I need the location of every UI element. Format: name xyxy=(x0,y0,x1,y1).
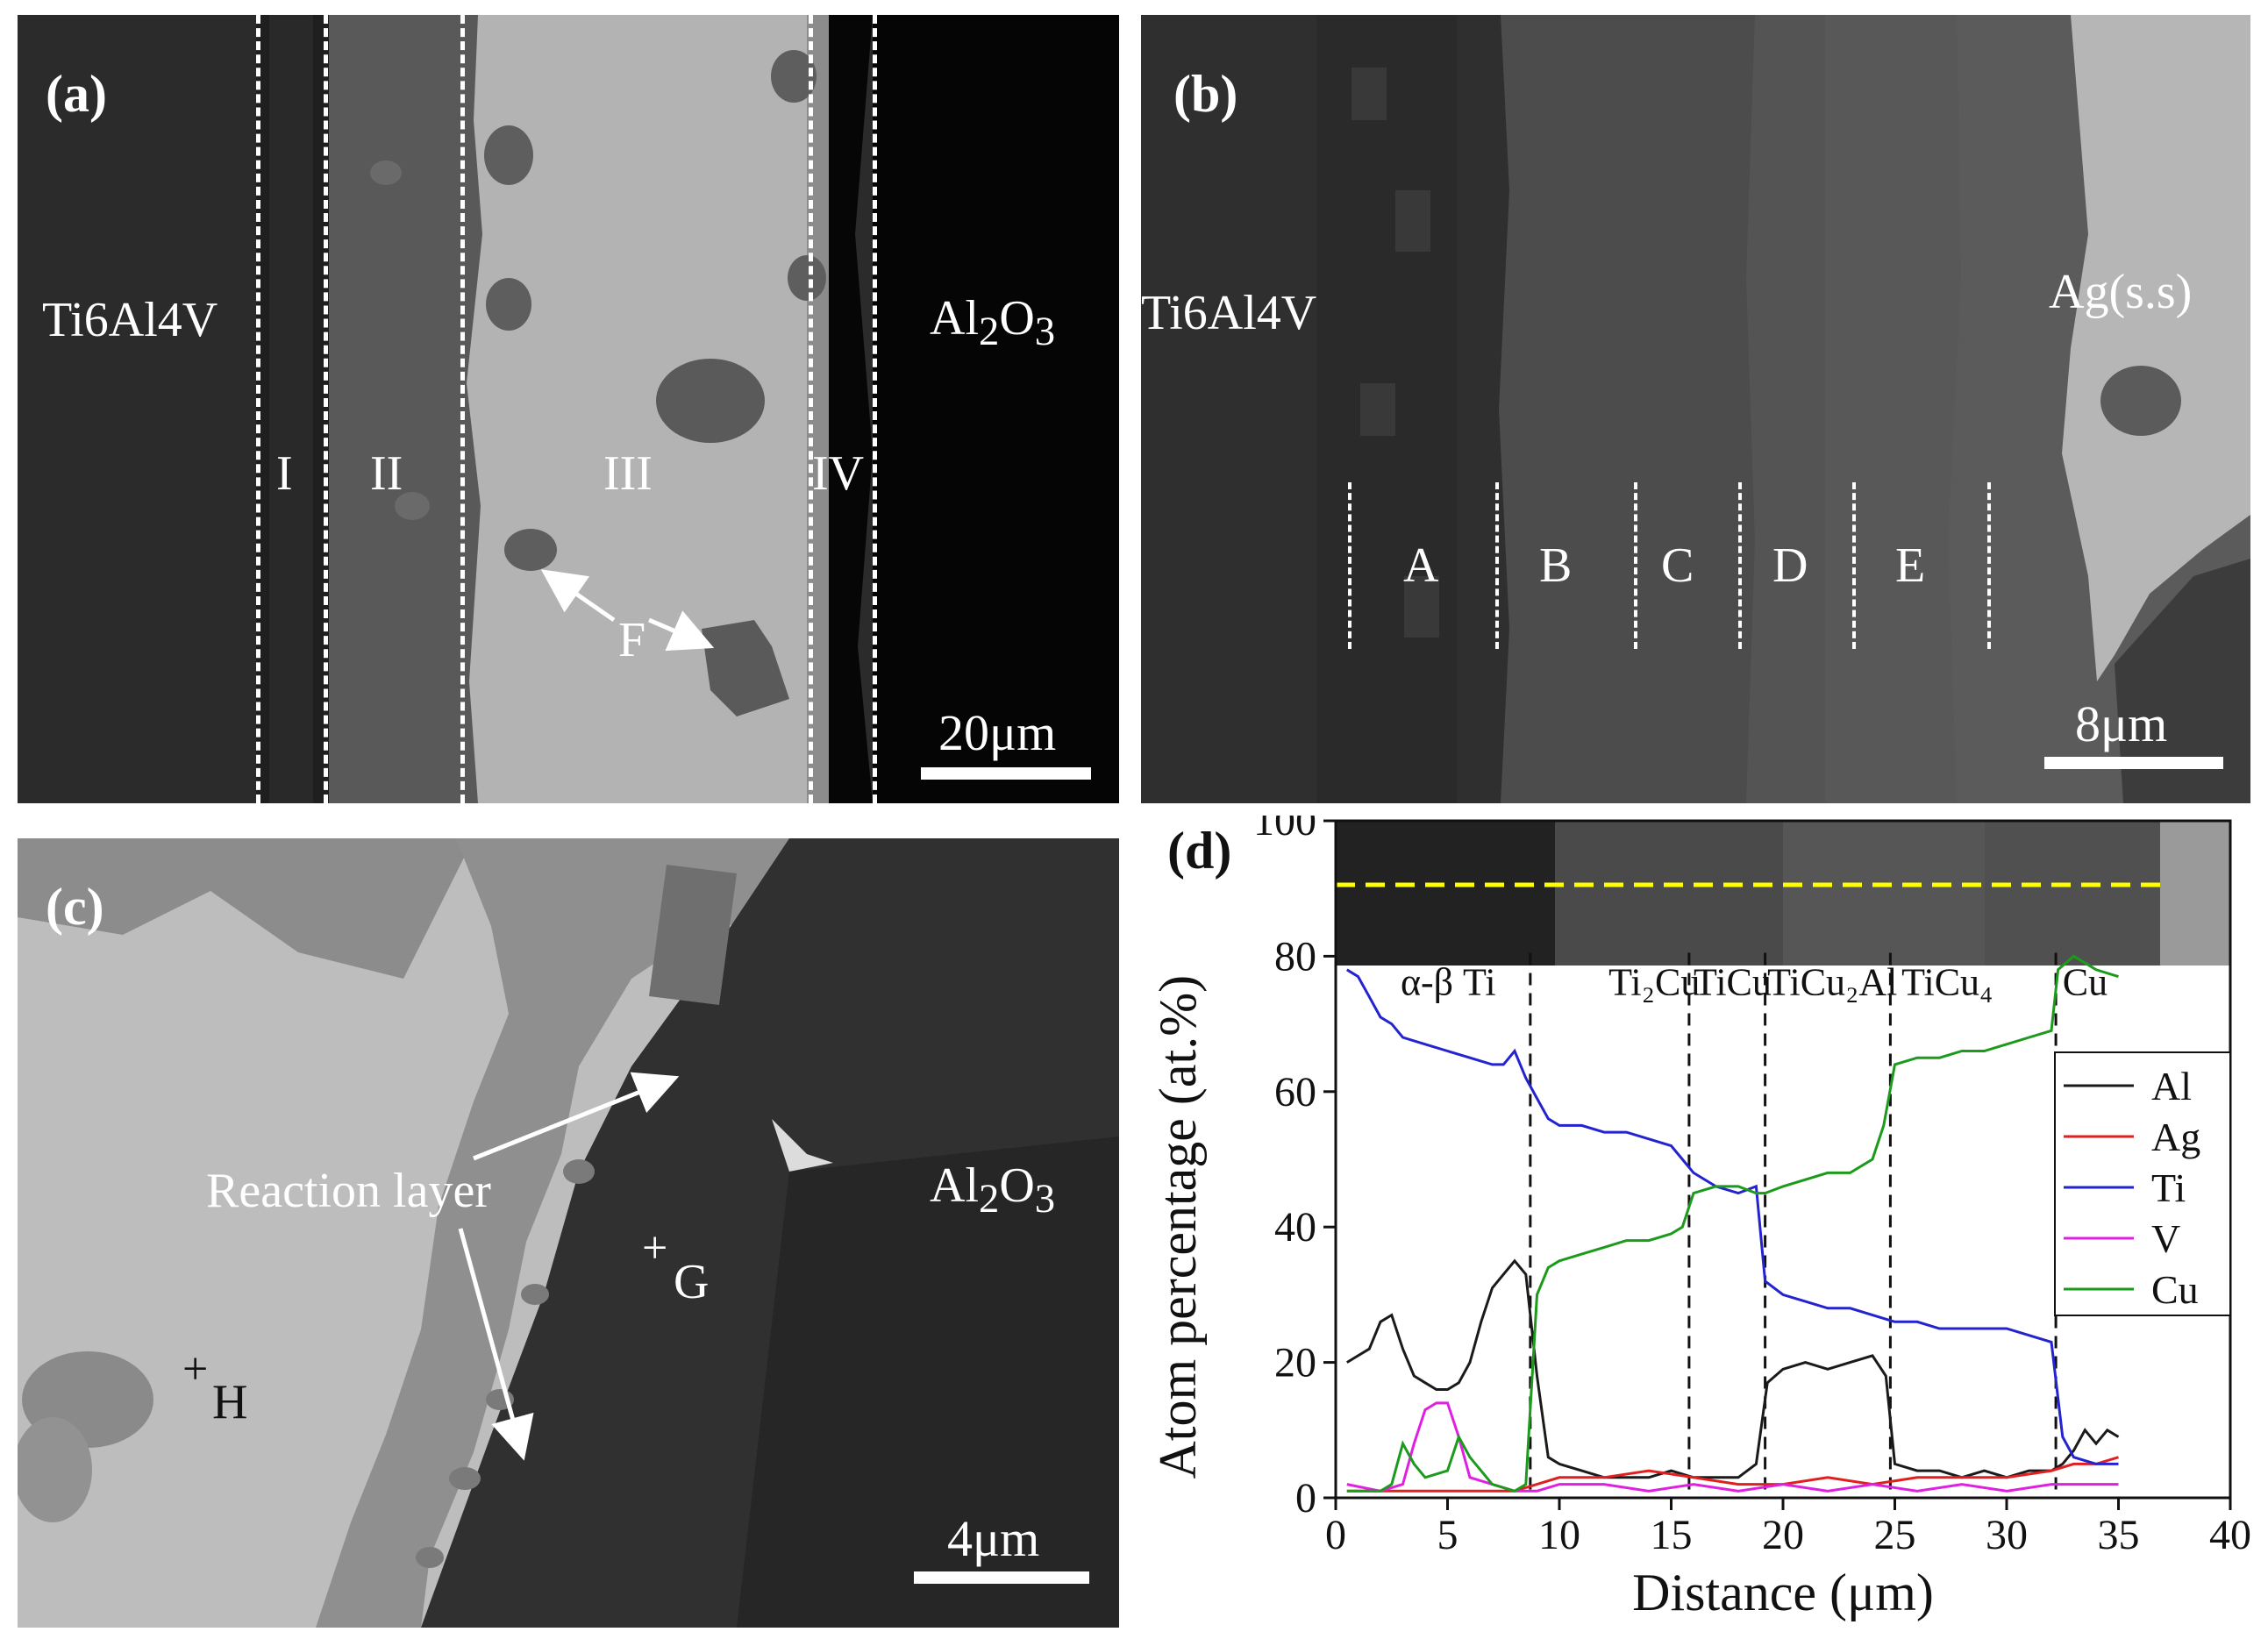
scale-bar-label: 4μm xyxy=(947,1510,1040,1567)
x-tick-label: 15 xyxy=(1651,1512,1693,1558)
scale-bar xyxy=(921,767,1091,780)
phase-label: Ti₂Cu xyxy=(1608,960,1700,1003)
zone-e-label: E xyxy=(1895,538,1926,593)
x-tick-label: 10 xyxy=(1538,1512,1580,1558)
y-tick-label: 0 xyxy=(1295,1475,1316,1521)
panel-b-sem-image xyxy=(1141,15,2250,803)
zone-boundary-line xyxy=(256,15,260,803)
zone-boundary-line xyxy=(809,15,813,803)
panel-c-micrograph: (c) Reaction layer Al2O3 + G + H 4μm xyxy=(18,838,1119,1628)
y-tick-label: 80 xyxy=(1274,933,1316,980)
y-tick-label: 20 xyxy=(1274,1340,1316,1386)
zone-ii-label: II xyxy=(370,446,403,501)
panel-a-sem-image xyxy=(18,15,1119,803)
series-line-cu xyxy=(1346,954,2119,1493)
point-h-label: H xyxy=(212,1375,248,1429)
legend-label: Ag xyxy=(2151,1115,2200,1159)
phase-label: TiCu xyxy=(1694,960,1772,1003)
zone-b-label: B xyxy=(1539,538,1573,593)
zone-boundary-line xyxy=(1738,482,1742,649)
zone-boundary-line xyxy=(873,15,877,803)
ag-solid-solution-label: Ag(s.s) xyxy=(2049,265,2193,319)
x-tick-label: 20 xyxy=(1762,1512,1804,1558)
zone-boundary-line xyxy=(1987,482,1991,649)
legend-label: Cu xyxy=(2151,1267,2199,1312)
x-axis-title: Distance (μm) xyxy=(1632,1564,1934,1621)
y-axis-title: Atom percentage (at.%) xyxy=(1149,975,1207,1479)
y-tick-label: 60 xyxy=(1274,1069,1316,1115)
scale-bar-label: 8μm xyxy=(2075,695,2168,752)
y-tick-label: 40 xyxy=(1274,1204,1316,1251)
legend-box xyxy=(2054,1051,2231,1316)
al2o3-label: Al2O3 xyxy=(930,291,1056,355)
zone-iv-label: IV xyxy=(812,446,865,501)
panel-b-label: (b) xyxy=(1173,65,1238,123)
series-line-v xyxy=(1346,1401,2119,1493)
panel-d-label: (d) xyxy=(1167,822,1231,880)
phase-label: TiCu₂Al xyxy=(1767,960,1897,1003)
panel-b-micrograph: (b) Ti6Al4V Ag(s.s) A B C D E 8μm xyxy=(1141,15,2250,803)
particle-f-label: F xyxy=(618,613,646,667)
legend-label: Al xyxy=(2151,1064,2192,1108)
panel-c-sem-image xyxy=(18,838,1119,1628)
panel-a-label: (a) xyxy=(46,65,107,123)
panel-a-micrograph: (a) Ti6Al4V Al2O3 I II III IV F 20μm xyxy=(18,15,1119,803)
panel-c-label: (c) xyxy=(46,878,104,936)
y-tick-label: 100 xyxy=(1253,816,1316,844)
zone-iii-label: III xyxy=(603,446,653,501)
zone-boundary-line xyxy=(1852,482,1856,649)
zone-boundary-line xyxy=(460,15,465,803)
al2o3-label: Al2O3 xyxy=(930,1158,1056,1222)
zone-boundary-line xyxy=(1495,482,1499,649)
ti6al4v-label: Ti6Al4V xyxy=(1141,286,1317,340)
point-h-marker: + xyxy=(182,1344,209,1394)
point-g-label: G xyxy=(674,1255,710,1309)
zone-d-label: D xyxy=(1772,538,1808,593)
scale-bar-label: 20μm xyxy=(938,704,1057,761)
zone-a-label: A xyxy=(1403,538,1439,593)
zone-i-label: I xyxy=(276,446,293,501)
x-tick-label: 5 xyxy=(1437,1512,1459,1558)
legend-label: V xyxy=(2151,1216,2180,1261)
x-tick-label: 25 xyxy=(1874,1512,1916,1558)
x-tick-label: 40 xyxy=(2209,1512,2251,1558)
series-line-ti xyxy=(1346,968,2119,1465)
phase-label: α-β Ti xyxy=(1401,960,1496,1003)
series-line-ag xyxy=(1346,1456,2119,1493)
zone-boundary-line xyxy=(1348,482,1352,649)
zone-boundary-line xyxy=(324,15,328,803)
panel-d-line-scan: 0 5 10 15 20 25 30 35 40 0 20 40 60 80 100 α-β Ti Ti₂Cu T… xyxy=(1141,816,2268,1639)
x-tick-label: 0 xyxy=(1325,1512,1346,1558)
line-scan-inset-image xyxy=(1336,821,2230,966)
legend-label: Ti xyxy=(2151,1165,2186,1210)
phase-label: Cu xyxy=(2063,960,2108,1003)
x-tick-label: 30 xyxy=(1986,1512,2028,1558)
reaction-layer-label: Reaction layer xyxy=(206,1164,491,1218)
x-tick-label: 35 xyxy=(2098,1512,2140,1558)
scale-bar xyxy=(2044,757,2223,769)
zone-c-label: C xyxy=(1661,538,1694,593)
point-g-marker: + xyxy=(642,1223,668,1273)
phase-label: TiCu₄ xyxy=(1901,960,1993,1003)
scale-bar xyxy=(914,1571,1089,1584)
ti6al4v-label: Ti6Al4V xyxy=(42,293,218,347)
zone-boundary-line xyxy=(1634,482,1637,649)
